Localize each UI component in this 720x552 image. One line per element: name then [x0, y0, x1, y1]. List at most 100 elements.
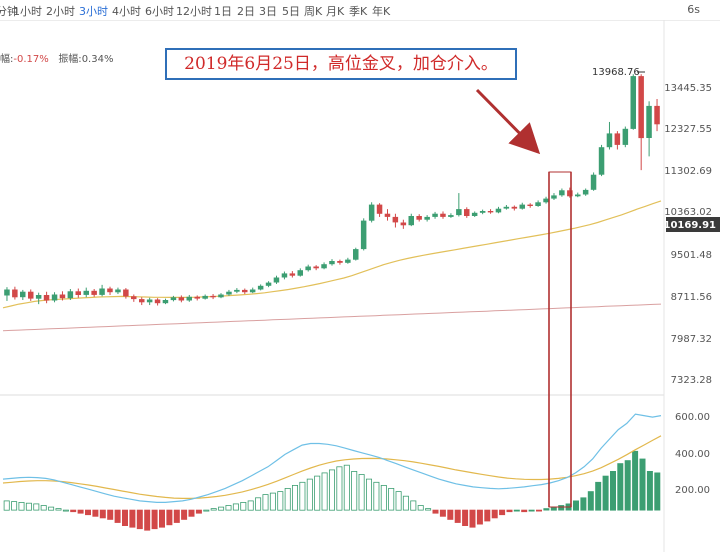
candle-12: [99, 284, 105, 297]
macd-bar-13: [99, 509, 106, 519]
price-tick-0: 13445.35: [664, 83, 712, 94]
macd-bar-63: [469, 509, 476, 528]
candle-6: [51, 292, 58, 303]
candle-11: [91, 288, 97, 297]
interval-tab-4[interactable]: 6小时: [145, 5, 174, 18]
candle-69: [551, 193, 557, 200]
interval-tab-9[interactable]: 5日: [282, 5, 300, 18]
candle-39: [313, 265, 319, 271]
macd-bar-28: [210, 508, 217, 511]
macd-bar-50: [373, 481, 380, 511]
interval-tab-7[interactable]: 2日: [237, 5, 255, 18]
candle-54: [432, 211, 438, 219]
interval-tab-5[interactable]: 12小时: [176, 5, 212, 18]
candle-52: [416, 214, 422, 222]
macd-bar-62: [462, 509, 469, 527]
macd-bar-49: [365, 478, 372, 511]
candle-body-20: [162, 300, 169, 304]
candle-1: [12, 286, 18, 300]
current-price-tag: 10169.91: [663, 217, 720, 232]
macd-bar-15: [114, 509, 121, 523]
candle-46: [368, 202, 375, 223]
price-tick-1: 12327.55: [664, 124, 712, 135]
candle-body-64: [511, 206, 518, 209]
macd-bar-86: [639, 458, 646, 511]
candle-25: [202, 294, 208, 300]
ma-long-line: [2, 303, 662, 332]
macd-bar-31: [232, 503, 239, 511]
candle-71: [567, 187, 573, 198]
candle-body-56: [448, 215, 454, 217]
candle-body-33: [265, 282, 272, 286]
candle-body-62: [495, 208, 502, 213]
candle-body-11: [91, 290, 97, 295]
interval-tab-12[interactable]: 季K: [349, 5, 368, 18]
candle-body-12: [99, 288, 105, 295]
candle-78: [622, 126, 629, 148]
annotation-box: 2019年6月25日，高位金叉，加仓介入。: [165, 48, 517, 80]
macd-bar-16: [122, 509, 129, 527]
candle-body-3: [28, 291, 34, 299]
candle-49: [392, 213, 399, 228]
macd-bar-45: [336, 466, 343, 511]
interval-tab-6[interactable]: 1日: [214, 5, 232, 18]
macd-bar-7: [55, 508, 62, 511]
candle-body-4: [35, 295, 42, 299]
candle-body-35: [281, 273, 288, 278]
macd-bar-12: [92, 509, 99, 517]
macd-bar-24: [181, 509, 188, 520]
candle-body-7: [59, 294, 66, 299]
interval-tab-13[interactable]: 年K: [372, 5, 391, 18]
price-tick-3: 10363.02: [664, 207, 712, 218]
candle-body-77: [614, 133, 621, 145]
macd-bar-19: [144, 509, 151, 531]
macd-bar-88: [654, 472, 661, 511]
candle-body-60: [479, 211, 486, 213]
interval-left-fragment[interactable]: 分钟: [0, 5, 18, 18]
amplitude-value: 0.34%: [81, 54, 114, 65]
interval-tab-1[interactable]: 2小时: [46, 5, 75, 18]
interval-tab-8[interactable]: 3日: [259, 5, 277, 18]
candle-body-51: [408, 216, 414, 226]
candle-65: [519, 202, 525, 210]
interval-tab-11[interactable]: 月K: [326, 5, 345, 18]
interval-tab-3[interactable]: 4小时: [112, 5, 141, 18]
macd-bar-40: [299, 481, 306, 511]
interval-tab-2[interactable]: 3小时: [79, 5, 108, 18]
candle-19: [154, 298, 161, 306]
candle-body-76: [606, 133, 613, 148]
candle-37: [297, 268, 303, 277]
macd-bar-18: [136, 509, 143, 530]
candle-14: [115, 287, 121, 295]
candle-31: [249, 287, 256, 294]
candle-body-63: [503, 206, 510, 209]
interval-tab-10[interactable]: 周K: [304, 5, 323, 18]
macd-bar-53: [395, 491, 402, 511]
macd-bar-68: [506, 509, 513, 513]
candle-17: [139, 297, 145, 306]
candle-38: [305, 264, 311, 272]
candle-body-42: [337, 261, 343, 263]
candle-3: [28, 289, 34, 301]
interval-tab-0[interactable]: 1小时: [13, 5, 42, 18]
candle-body-30: [242, 289, 248, 293]
macd-bar-33: [247, 500, 254, 511]
macd-bar-83: [617, 463, 624, 511]
candle-63: [503, 205, 510, 210]
candle-body-23: [186, 296, 192, 301]
candle-16: [131, 294, 137, 302]
candle-body-48: [384, 213, 391, 217]
candle-body-53: [424, 216, 430, 220]
macd-bar-4: [33, 503, 40, 511]
candle-5: [43, 291, 50, 304]
candle-body-65: [519, 204, 525, 209]
candle-8: [67, 288, 74, 301]
candle-body-2: [20, 291, 26, 298]
candle-body-73: [582, 189, 589, 195]
candle-body-82: [654, 105, 660, 125]
refresh-interval[interactable]: 6s: [687, 3, 700, 16]
candle-body-52: [416, 216, 422, 220]
macd-bar-36: [269, 492, 276, 511]
candle-body-67: [535, 202, 541, 206]
